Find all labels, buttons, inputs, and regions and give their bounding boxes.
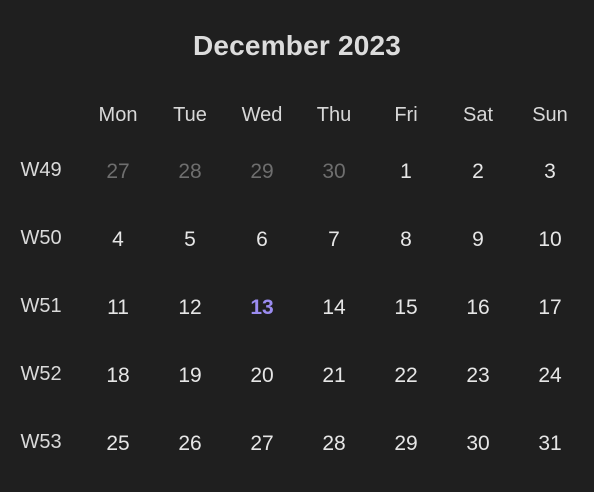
day-cell[interactable]: 25 <box>106 432 130 455</box>
week-row: W51 11 12 13 14 15 16 17 <box>0 274 594 342</box>
day-cell-outside-month[interactable]: 29 <box>250 160 274 183</box>
weekday-tue: Tue <box>173 104 207 126</box>
day-cell[interactable]: 28 <box>322 432 346 455</box>
day-cell[interactable]: 11 <box>107 296 129 319</box>
day-cell[interactable]: 22 <box>394 364 418 387</box>
day-cell[interactable]: 20 <box>250 364 274 387</box>
day-cell[interactable]: 6 <box>256 228 268 251</box>
day-cell[interactable]: 24 <box>538 364 562 387</box>
day-cell-outside-month[interactable]: 28 <box>178 160 202 183</box>
day-cell[interactable]: 9 <box>472 228 484 251</box>
day-cell[interactable]: 14 <box>322 296 346 319</box>
day-cell[interactable]: 21 <box>322 364 346 387</box>
day-cell[interactable]: 18 <box>106 364 130 387</box>
day-cell[interactable]: 3 <box>544 160 556 183</box>
day-cell[interactable]: 8 <box>400 228 412 251</box>
weekday-wed: Wed <box>241 104 283 126</box>
weekday-sat: Sat <box>462 104 494 126</box>
day-cell[interactable]: 15 <box>394 296 418 319</box>
day-cell[interactable]: 31 <box>538 432 562 455</box>
week-number: W49 <box>20 158 62 181</box>
week-number: W53 <box>20 430 62 453</box>
week-row: W53 25 26 27 28 29 30 31 <box>0 410 594 478</box>
day-cell[interactable]: 19 <box>178 364 202 387</box>
day-cell-outside-month[interactable]: 27 <box>106 160 130 183</box>
day-cell[interactable]: 17 <box>538 296 562 319</box>
day-cell-today[interactable]: 13 <box>250 296 274 319</box>
week-number: W50 <box>20 226 62 249</box>
weekday-fri: Fri <box>394 104 418 126</box>
day-cell[interactable]: 30 <box>466 432 490 455</box>
weekday-header: Mon Tue Wed Thu Fri Sat Sun <box>82 104 586 132</box>
day-cell-outside-month[interactable]: 30 <box>322 160 346 183</box>
day-cell[interactable]: 1 <box>400 160 412 183</box>
day-cell[interactable]: 26 <box>178 432 202 455</box>
week-number: W51 <box>20 294 62 317</box>
day-cell[interactable]: 27 <box>250 432 274 455</box>
day-cell[interactable]: 23 <box>466 364 490 387</box>
day-cell[interactable]: 2 <box>472 160 484 183</box>
week-row: W52 18 19 20 21 22 23 24 <box>0 342 594 410</box>
day-cell[interactable]: 29 <box>394 432 418 455</box>
month-title: December 2023 <box>192 30 402 61</box>
weekday-sun: Sun <box>532 104 568 126</box>
week-row: W49 27 28 29 30 1 2 3 <box>0 138 594 206</box>
day-cell[interactable]: 12 <box>178 296 202 319</box>
weekday-mon: Mon <box>98 104 138 126</box>
day-cell[interactable]: 5 <box>184 228 196 251</box>
weekday-thu: Thu <box>316 104 352 126</box>
day-cell[interactable]: 7 <box>328 228 340 251</box>
week-number: W52 <box>20 362 62 385</box>
weeks-grid: W49 27 28 29 30 1 2 3 W50 4 5 6 7 8 9 10 W51 11 12 13 14 15 16… <box>0 138 594 478</box>
day-cell[interactable]: 4 <box>112 228 124 251</box>
day-cell[interactable]: 10 <box>538 228 562 251</box>
week-row: W50 4 5 6 7 8 9 10 <box>0 206 594 274</box>
day-cell[interactable]: 16 <box>466 296 490 319</box>
